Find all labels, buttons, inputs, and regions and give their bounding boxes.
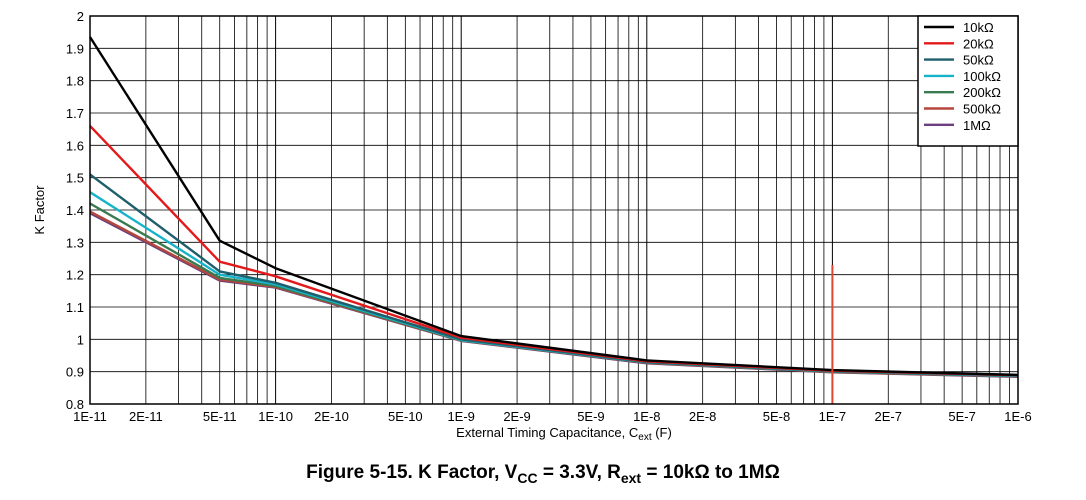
- x-tick-label: 2E-11: [129, 409, 163, 424]
- y-tick-label: 0.9: [66, 365, 84, 380]
- y-tick-label: 2: [77, 9, 84, 24]
- legend-label: 10kΩ: [963, 20, 994, 35]
- x-tick-label: 1E-7: [819, 409, 846, 424]
- legend-label: 200kΩ: [963, 85, 1001, 100]
- caption-middle: = 3.3V, R: [537, 462, 621, 483]
- caption-suffix: = 10kΩ to 1MΩ: [641, 462, 780, 483]
- x-tick-label: 5E-9: [577, 409, 604, 424]
- legend-label: 1MΩ: [963, 118, 991, 133]
- x-axis-label-unit: (F): [652, 425, 672, 440]
- y-tick-label: 1.4: [66, 203, 84, 218]
- legend-label: 20kΩ: [963, 36, 994, 51]
- x-tick-label: 5E-11: [203, 409, 237, 424]
- legend-label: 500kΩ: [963, 102, 1001, 117]
- legend-label: 50kΩ: [963, 53, 994, 68]
- y-tick-label: 1.6: [66, 138, 84, 153]
- caption-vcc-sub: CC: [517, 469, 538, 486]
- x-tick-label: 1E-10: [258, 409, 293, 424]
- y-axis-label: K Factor: [32, 185, 47, 235]
- y-tick-label: 1.1: [66, 300, 84, 315]
- x-tick-label: 1E-6: [1004, 409, 1031, 424]
- x-tick-label: 2E-7: [875, 409, 902, 424]
- x-tick-label: 2E-10: [314, 409, 349, 424]
- figure-caption: Figure 5-15. K Factor, VCC = 3.3V, Rext …: [0, 462, 1086, 486]
- y-tick-label: 1.7: [66, 106, 84, 121]
- y-tick-label: 1.5: [66, 171, 84, 186]
- x-tick-label: 5E-10: [388, 409, 423, 424]
- series-line: [88, 36, 1019, 377]
- caption-prefix: Figure 5-15. K Factor, V: [306, 462, 518, 483]
- y-tick-label: 1.9: [66, 41, 84, 56]
- x-axis-label-sub: ext: [638, 432, 652, 443]
- x-tick-label: 5E-7: [948, 409, 975, 424]
- x-tick-label: 2E-8: [689, 409, 716, 424]
- x-tick-label: 5E-8: [763, 409, 790, 424]
- caption-rext-sub: ext: [620, 469, 642, 486]
- series-lines: [88, 36, 1019, 378]
- k-factor-chart: 0.8 0.9 1 1.1 1.2 1.3 1.4 1.5 1.6 1.7 1.8 1.9 2 1E-1…: [32, 9, 1032, 443]
- x-tick-label: 1E-9: [447, 409, 474, 424]
- x-tick-label: 1E-11: [73, 409, 107, 424]
- y-tick-label: 1: [77, 332, 84, 347]
- legend-label: 100kΩ: [963, 69, 1001, 84]
- y-tick-label: 1.8: [66, 74, 84, 89]
- x-tick-labels: 1E-11 2E-11 5E-11 1E-10 2E-10 5E-10 1E-9 2E-9 5E…: [73, 409, 1032, 424]
- series-line: [89, 125, 1019, 377]
- y-tick-label: 1.2: [66, 268, 84, 283]
- plot-frame: [89, 15, 1019, 405]
- x-axis-label: External Timing Capacitance, Cext (F): [456, 425, 672, 443]
- y-tick-label: 1.3: [66, 235, 84, 250]
- x-tick-label: 2E-9: [503, 409, 530, 424]
- y-tick-labels: 0.8 0.9 1 1.1 1.2 1.3 1.4 1.5 1.6 1.7 1.8 1.9 2: [66, 9, 84, 412]
- x-tick-label: 1E-8: [633, 409, 660, 424]
- grid: [89, 15, 1018, 405]
- y-tick-label: 0.8: [66, 397, 84, 412]
- x-axis-label-main: External Timing Capacitance, C: [456, 425, 638, 440]
